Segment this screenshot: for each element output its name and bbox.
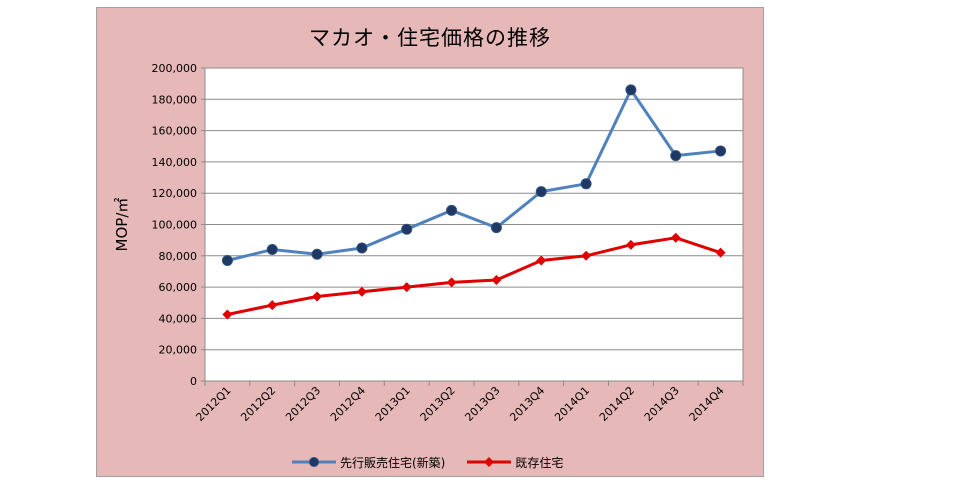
x-tick-label: 2014Q1 [552,384,592,424]
data-point-series-2 [670,232,681,243]
legend-line-circle-icon [292,457,336,467]
data-point-series-1 [221,254,233,266]
data-point-series-1 [356,242,368,254]
data-point-series-2 [581,250,592,261]
data-point-series-2 [222,309,233,320]
data-point-series-1 [580,178,592,190]
y-tick-label: 120,000 [152,187,198,200]
x-tick-label: 2013Q2 [418,384,458,424]
y-axis-label: MOP/㎡ [113,198,131,252]
legend: 先行販売住宅(新築) 既存住宅 [292,452,585,472]
series-line-1 [227,88,721,262]
data-point-series-2 [446,277,457,288]
x-tick-label: 2012Q4 [328,384,368,424]
y-tick-label: 140,000 [152,156,198,169]
data-point-series-2 [715,247,726,258]
data-point-series-1 [311,248,323,260]
data-point-series-1 [446,204,458,216]
legend-item-existing-homes: 既存住宅 [467,454,563,471]
y-tick-label: 60,000 [159,281,198,294]
y-tick-label: 20,000 [159,344,198,357]
y-tick-label: 40,000 [159,312,198,325]
data-point-series-2 [267,300,278,311]
data-point-series-2 [536,255,547,266]
y-tick-label: 0 [190,375,197,388]
y-tick-label: 160,000 [152,125,198,138]
data-point-series-1 [625,84,637,96]
data-point-series-2 [491,275,502,286]
y-tick-label: 100,000 [152,219,198,232]
x-tick-label: 2013Q4 [507,384,547,424]
data-point-series-2 [401,282,412,293]
y-tick-label: 80,000 [159,250,198,263]
x-tick-label: 2014Q3 [642,384,682,424]
data-point-series-1 [401,223,413,235]
data-point-series-2 [356,286,367,297]
legend-label-existing-homes: 既存住宅 [515,455,564,470]
plot-area: 0 20,000 40,000 60,000 80,000 100,000 120,000 1… [113,62,744,424]
y-tick-label: 200,000 [152,62,198,75]
y-tick-label: 180,000 [152,93,198,106]
legend-line-diamond-icon [467,457,512,467]
chart-title: マカオ・住宅価格の推移 [309,26,551,50]
data-point-series-1 [715,145,727,157]
legend-label-new-homes: 先行販売住宅(新築) [340,455,446,470]
x-tick-label: 2012Q2 [238,384,278,424]
data-point-series-1 [535,186,547,198]
data-point-series-1 [670,150,682,162]
x-tick-label: 2014Q4 [687,384,727,424]
series-line-2 [227,236,722,316]
data-point-series-1 [266,244,278,256]
x-tick-label: 2014Q2 [597,384,637,424]
data-point-series-2 [625,239,636,250]
data-point-series-2 [312,291,323,302]
legend-item-new-homes: 先行販売住宅(新築) [292,454,445,471]
x-tick-label: 2012Q3 [283,384,323,424]
data-point-series-1 [490,222,502,234]
chart-frame: マカオ・住宅価格の推移 0 20,000 40,000 60,000 80,000 100… [96,7,764,477]
x-tick-label: 2013Q1 [373,384,413,424]
x-tick-label: 2012Q1 [193,384,233,424]
x-tick-label: 2013Q3 [462,384,502,424]
